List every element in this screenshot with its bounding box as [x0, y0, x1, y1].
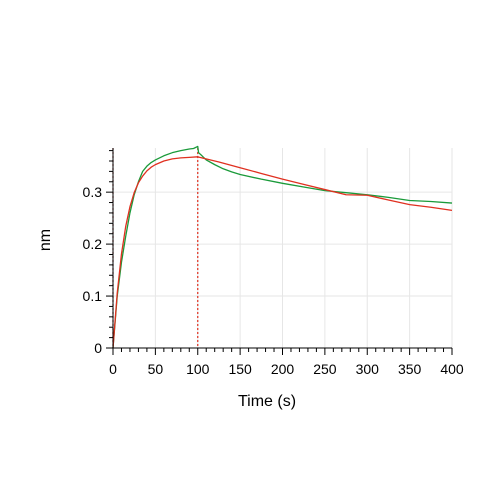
tick-labels: 0 50 100 150 200 250 300 350 400 0 0.1 0.2 0.3	[83, 184, 464, 377]
x-tick-label: 150	[228, 361, 252, 377]
y-tick-label: 0.2	[83, 236, 103, 252]
x-tick-label: 350	[398, 361, 422, 377]
axes	[106, 148, 453, 355]
grid	[113, 148, 453, 348]
y-tick-label: 0.3	[83, 184, 103, 200]
x-tick-label: 50	[148, 361, 164, 377]
x-tick-label: 100	[186, 361, 210, 377]
series-lines	[112, 145, 453, 349]
y-tick-label: 0	[94, 340, 102, 356]
x-tick-label: 300	[356, 361, 380, 377]
x-axis-label: Time (s)	[238, 393, 296, 410]
x-tick-label: 0	[109, 361, 117, 377]
x-tick-label: 400	[440, 361, 464, 377]
y-axis-label: nm	[37, 229, 54, 251]
x-tick-label: 200	[271, 361, 295, 377]
y-tick-label: 0.1	[83, 288, 103, 304]
x-tick-label: 250	[313, 361, 337, 377]
fit-curve-line	[112, 156, 453, 349]
